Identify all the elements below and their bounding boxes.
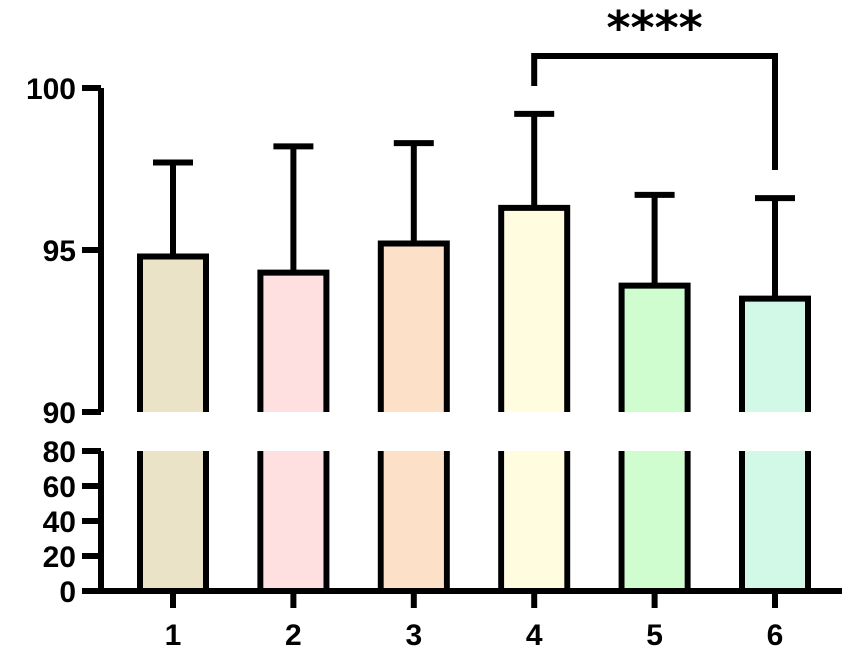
bar-upper-segment xyxy=(739,295,811,412)
bars xyxy=(137,204,811,591)
bar-lower-outline xyxy=(498,451,571,591)
bar-upper-segment xyxy=(137,253,209,412)
bar-upper-segment xyxy=(377,240,450,412)
x-tick-label: 6 xyxy=(767,619,784,652)
bar-lower-outline xyxy=(739,451,811,591)
y-tick-label: 20 xyxy=(43,541,76,574)
x-tick-label: 4 xyxy=(526,619,543,652)
x-tick-label: 2 xyxy=(285,619,302,652)
bar-lower-segment xyxy=(745,451,805,588)
axes xyxy=(82,85,842,608)
y-tick-label: 80 xyxy=(43,436,76,469)
bar-upper-segment xyxy=(257,269,330,412)
y-tick-label: 95 xyxy=(43,235,76,268)
bar-upper-segment xyxy=(498,204,571,412)
bar-lower-segment xyxy=(504,451,565,588)
error-bars xyxy=(153,110,795,299)
bar-lower-outline xyxy=(137,451,209,591)
bar-lower-segment xyxy=(383,451,444,588)
bar-lower-segment xyxy=(624,451,685,588)
y-tick-label: 90 xyxy=(43,397,76,430)
bar-lower-outline xyxy=(257,451,330,591)
significance-label: **** xyxy=(606,1,702,55)
y-tick-label: 60 xyxy=(43,471,76,504)
x-tick-label: 1 xyxy=(165,619,182,652)
y-tick-label: 0 xyxy=(59,576,76,609)
significance-bracket-line xyxy=(531,53,778,170)
bar-lower-segment xyxy=(143,451,203,588)
bar-lower-outline xyxy=(377,451,450,591)
x-tick-label: 3 xyxy=(405,619,422,652)
bar-lower-outline xyxy=(618,451,691,591)
y-tick-label: 40 xyxy=(43,506,76,539)
x-tick-label: 5 xyxy=(646,619,663,652)
y-tick-label: 100 xyxy=(26,73,76,106)
bar-upper-segment xyxy=(618,282,691,412)
significance-bracket: **** xyxy=(531,1,778,170)
bar-lower-segment xyxy=(263,451,324,588)
